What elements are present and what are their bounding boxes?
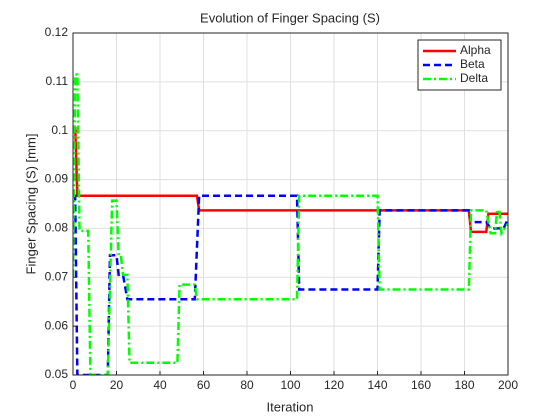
series-line bbox=[73, 73, 508, 375]
x-tick-label: 180 bbox=[454, 378, 474, 392]
x-tick-label: 140 bbox=[367, 378, 387, 392]
x-tick-label: 120 bbox=[324, 378, 344, 392]
x-tick-label: 80 bbox=[240, 378, 254, 392]
y-tick-label: 0.05 bbox=[45, 367, 69, 381]
y-tick-label: 0.06 bbox=[45, 318, 69, 332]
x-tick-label: 60 bbox=[197, 378, 211, 392]
y-tick-label: 0.12 bbox=[45, 25, 69, 39]
x-tick-label: 20 bbox=[110, 378, 124, 392]
y-tick-label: 0.1 bbox=[51, 123, 68, 137]
legend-label: Alpha bbox=[460, 43, 491, 57]
x-tick-label: 200 bbox=[498, 378, 518, 392]
y-tick-label: 0.07 bbox=[45, 269, 69, 283]
y-tick-label: 0.11 bbox=[46, 74, 69, 88]
x-tick-label: 160 bbox=[411, 378, 431, 392]
x-tick-label: 100 bbox=[280, 378, 300, 392]
chart-title: Evolution of Finger Spacing (S) bbox=[200, 10, 380, 25]
legend-label: Delta bbox=[460, 71, 488, 85]
x-tick-label: 0 bbox=[70, 378, 77, 392]
axes-box bbox=[72, 32, 509, 376]
legend-label: Beta bbox=[460, 57, 485, 71]
y-tick-label: 0.08 bbox=[45, 221, 69, 235]
legend-box bbox=[417, 39, 502, 91]
x-axis-label: Iteration bbox=[267, 399, 314, 414]
y-axis-label: Finger Spacing (S) [mm] bbox=[23, 134, 38, 275]
series-line bbox=[73, 194, 508, 375]
x-tick-label: 40 bbox=[153, 378, 167, 392]
y-tick-label: 0.09 bbox=[45, 172, 69, 186]
